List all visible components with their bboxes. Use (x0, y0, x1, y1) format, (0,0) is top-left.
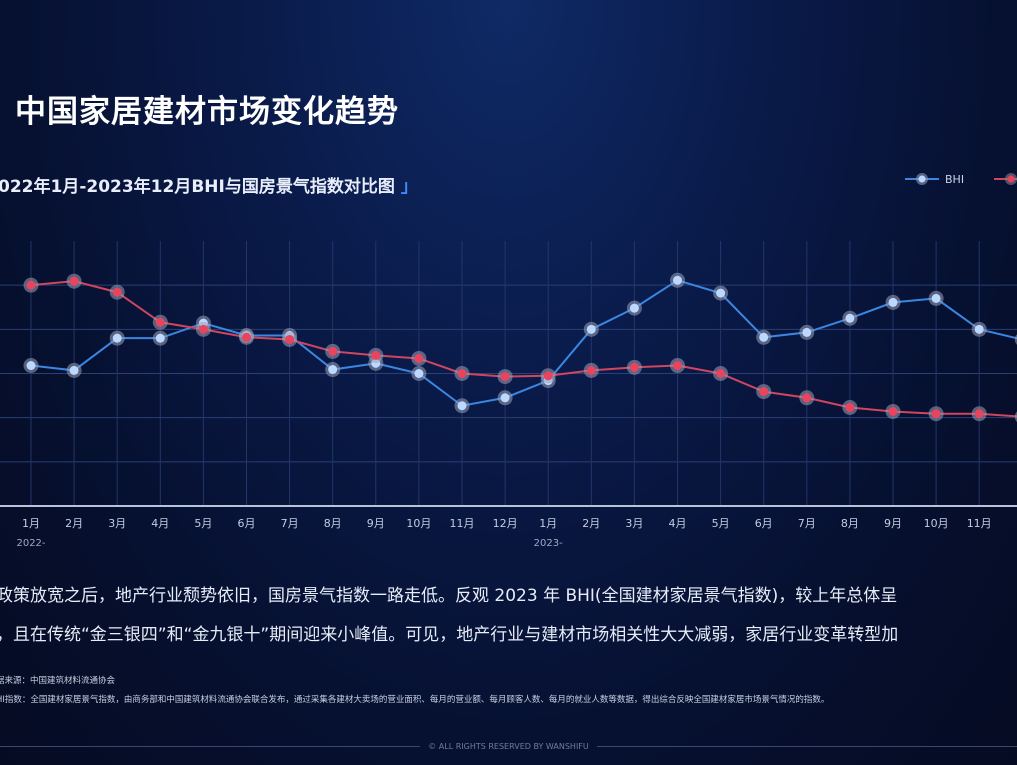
x-tick-label: 3月 (625, 517, 643, 530)
data-point (457, 401, 467, 411)
data-point (888, 406, 898, 416)
data-point (69, 365, 79, 375)
data-point (629, 362, 639, 372)
x-tick-label: 5月 (712, 517, 730, 530)
legend-item-series-2[interactable] (994, 172, 1017, 186)
x-tick-label: 8月 (841, 517, 859, 530)
data-point (802, 393, 812, 403)
analysis-paragraph-1: 政策放宽之后，地产行业颓势依旧，国房景气指数一路走低。反观 2023 年 BHI… (0, 586, 898, 606)
data-point (888, 297, 898, 307)
legend-label: BHI (945, 172, 965, 186)
data-point (328, 346, 338, 356)
data-point (371, 350, 381, 360)
data-point (242, 332, 251, 342)
data-point (931, 293, 941, 303)
x-tick-label: 3月 (108, 517, 126, 530)
data-point (673, 275, 682, 285)
chart-title: 022年1月-2023年12月BHI与国房景气指数对比图」 (0, 177, 418, 197)
data-point (500, 372, 510, 382)
data-point (328, 365, 338, 375)
data-point (26, 361, 36, 371)
analysis-paragraph-2: ，且在传统“金三银四”和“金九银十”期间迎来小峰值。可见，地产行业与建材市场相关… (0, 625, 899, 645)
data-point (673, 361, 682, 371)
x-tick-label: 12月 (493, 517, 518, 530)
x-tick-label: 2月 (65, 517, 83, 530)
data-point (716, 369, 726, 378)
x-tick-label: 5月 (194, 517, 212, 530)
x-tick-label: 7月 (798, 517, 816, 530)
data-point (414, 353, 424, 363)
line-chart: 1月 2月 3月 4月 5月 6月 7月 8月 9月 10月 11月 12月 1月 2月 3月 4月 5月 6月 7… (0, 241, 1017, 549)
data-point (500, 393, 510, 403)
data-point (26, 280, 36, 290)
x-tick-label: 6月 (238, 517, 256, 530)
data-point (543, 371, 553, 381)
data-point (586, 365, 596, 375)
data-point (759, 387, 769, 397)
data-point (931, 409, 941, 419)
x-tick-label: 1月 (22, 517, 40, 530)
legend-item-bhi[interactable]: BHI (905, 172, 964, 186)
x-tick-label: 8月 (324, 517, 342, 530)
data-point (586, 324, 596, 334)
x-tick-label: 1月 (539, 517, 557, 530)
data-point (845, 403, 855, 413)
data-point (414, 369, 424, 378)
bhi-definition-note: HI指数：全国建材家居景气指数，由商务部和中国建筑材料流通协会联合发布，通过采集… (0, 695, 830, 705)
data-point (629, 303, 639, 313)
x-tick-label: 10月 (406, 517, 431, 530)
copyright: © ALL RIGHTS RESERVED BY WANSHIFU (428, 742, 589, 751)
legend-marker-bhi (905, 173, 939, 185)
x-tick-label: 2月 (582, 517, 600, 530)
data-source-note: 据来源：中国建筑材料流通协会 (0, 676, 116, 686)
legend-marker-series-2 (994, 173, 1017, 185)
x-tick-label: 10月 (924, 517, 949, 530)
footer: © ALL RIGHTS RESERVED BY WANSHIFU (0, 742, 1017, 751)
data-point (112, 333, 122, 343)
bracket-decoration: 」 (400, 177, 418, 197)
series-line-1 (30, 280, 1017, 418)
data-point (69, 276, 79, 286)
data-point (759, 332, 769, 342)
data-point (457, 369, 467, 378)
data-point (974, 409, 984, 419)
data-point (802, 327, 812, 337)
x-tick-label: 4月 (669, 517, 687, 530)
data-point (112, 287, 122, 297)
x-tick-label: 9月 (367, 517, 385, 530)
data-point (716, 288, 726, 298)
data-point (285, 334, 295, 344)
x-tick-label: 6月 (755, 517, 773, 530)
data-point (198, 324, 208, 334)
series-line-0 (30, 279, 1017, 407)
x-year-label: 2023- (534, 538, 563, 549)
data-point-halo (1014, 411, 1017, 423)
data-point (974, 324, 984, 334)
data-point (155, 333, 165, 343)
data-point (845, 313, 855, 323)
x-tick-label: 4月 (151, 517, 169, 530)
legend: BHI (905, 172, 1017, 186)
x-tick-label: 7月 (281, 517, 299, 530)
x-tick-label: 11月 (450, 517, 475, 530)
data-point (155, 317, 165, 327)
x-tick-label: 9月 (884, 517, 902, 530)
x-tick-label: 11月 (967, 517, 992, 530)
data-point-halo (1014, 334, 1017, 345)
x-year-label: 2022- (16, 538, 45, 549)
page-title: 中国家居建材市场变化趋势 (15, 94, 399, 130)
